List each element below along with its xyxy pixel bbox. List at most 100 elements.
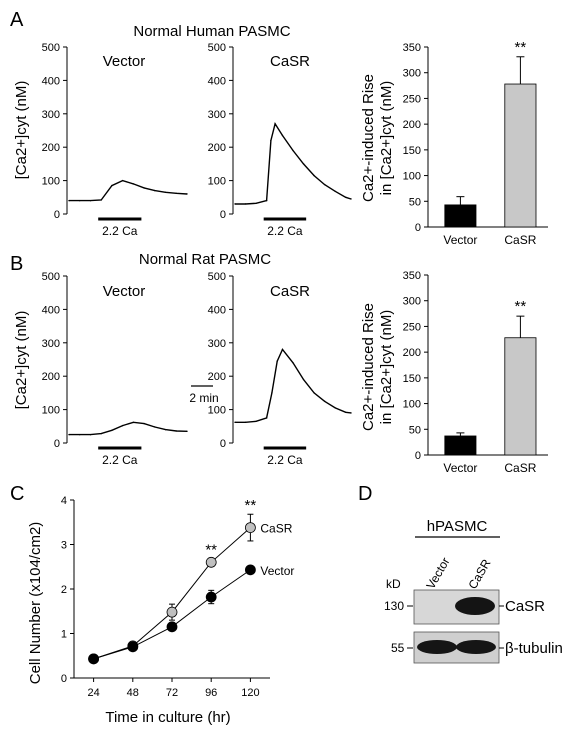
a-casr-trace-point bbox=[302, 163, 305, 165]
b-bar-y-tick-label: 250 bbox=[403, 321, 421, 333]
b-casr-y-tick-label: 300 bbox=[208, 338, 226, 350]
a-vector-y-tick-label: 200 bbox=[42, 142, 60, 154]
a-casr-trace-point bbox=[255, 202, 257, 205]
b-casr-trace-point bbox=[350, 412, 352, 414]
a-casr-trace-point bbox=[244, 203, 247, 205]
b-vector-y-tick-label: 100 bbox=[42, 405, 60, 417]
a-bar-y-tick-label: 100 bbox=[403, 171, 421, 183]
panel-c-growth-chart: 0 1 2 3 4 24 48 72 96 120 CaSR Vector ** ** bbox=[61, 495, 295, 699]
a-vector-trace-point bbox=[132, 183, 135, 185]
a-bar-y-tick-label: 300 bbox=[403, 68, 421, 80]
a-bar-significance: ** bbox=[515, 39, 527, 56]
b-vector-y-tick-label: 0 bbox=[54, 438, 60, 450]
b-vector-trace-point bbox=[121, 424, 124, 427]
a-vector-trace-point bbox=[186, 193, 188, 195]
panel-a-trace-ylabel: [Ca2+]cyt (nM) bbox=[13, 81, 30, 180]
a-casr-trace-point bbox=[281, 134, 284, 137]
c-point-vector bbox=[88, 653, 99, 665]
panel-a-bar-ylabel-2: in [Ca2+]cyt (nM) bbox=[378, 81, 395, 196]
a-casr-y-tick-label: 200 bbox=[208, 142, 226, 154]
panel-b-casr-trace-chart: 0 100 200 300 400 500 2.2 Ca bbox=[208, 271, 352, 467]
b-vector-y-tick-label: 500 bbox=[42, 271, 60, 283]
b-casr-y-tick-label: 500 bbox=[208, 271, 226, 283]
panel-b-bar-ylabel-2: in [Ca2+]cyt (nM) bbox=[378, 310, 395, 425]
b-bar-bar-casr bbox=[504, 337, 537, 456]
b-vector-trace-point bbox=[154, 426, 156, 428]
b-vector-trace-point bbox=[164, 428, 167, 431]
c-y-tick-label: 3 bbox=[61, 540, 67, 552]
b-vector-y-tick-label: 400 bbox=[42, 304, 60, 316]
band-label-tubulin: β-tubulin bbox=[505, 640, 563, 657]
b-vector-y-tick-label: 300 bbox=[42, 338, 60, 350]
a-casr-y-tick-label: 400 bbox=[208, 75, 226, 87]
b-vector-trace-line bbox=[69, 421, 188, 436]
b-bar-y-tick-label: 0 bbox=[415, 450, 421, 462]
panel-letter-a: A bbox=[10, 9, 24, 31]
c-series-label-vector: Vector bbox=[260, 564, 294, 578]
a-bar-bar-vector bbox=[444, 204, 477, 228]
a-vector-trace-point bbox=[175, 192, 177, 194]
band-label-casr: CaSR bbox=[505, 598, 545, 615]
b-vector-trace-point bbox=[100, 432, 102, 435]
panel-a-casr-trace-chart: 0 100 200 300 400 500 2.2 Ca bbox=[208, 42, 352, 238]
a-bar-y-tick-label: 200 bbox=[403, 119, 421, 131]
a-vector-y-tick-label: 100 bbox=[42, 176, 60, 188]
a-vector-trace-point bbox=[89, 199, 92, 202]
panel-a-title: Normal Human PASMC bbox=[133, 23, 290, 40]
panel-c-xlabel: Time in culture (hr) bbox=[105, 709, 230, 726]
a-bar-y-tick-label: 0 bbox=[415, 222, 421, 234]
b-casr-trace-point bbox=[244, 421, 247, 423]
c-y-tick-label: 4 bbox=[61, 495, 67, 507]
b-casr-trace-point bbox=[345, 411, 347, 413]
panel-letter-c: C bbox=[10, 483, 24, 505]
a-bar-y-tick-label: 50 bbox=[409, 196, 421, 208]
c-x-tick-label: 120 bbox=[241, 687, 259, 699]
a-vector-trace-point bbox=[121, 179, 124, 182]
a-vector-trace-point bbox=[79, 199, 81, 202]
a-casr-stim-label: 2.2 Ca bbox=[267, 224, 303, 238]
a-casr-trace-point bbox=[234, 203, 236, 205]
b-vector-y-tick-label: 200 bbox=[42, 371, 60, 383]
blot-band-tubulin-casr bbox=[456, 640, 496, 654]
b-casr-y-tick-label: 400 bbox=[208, 304, 226, 316]
c-x-tick-label: 48 bbox=[127, 687, 139, 699]
panel-b-vector-label: Vector bbox=[103, 283, 146, 300]
b-casr-trace-point bbox=[255, 420, 257, 422]
b-bar-y-tick-label: 350 bbox=[403, 270, 421, 282]
b-casr-trace-point bbox=[334, 407, 336, 409]
a-bar-bar-casr bbox=[504, 83, 537, 228]
c-significance: ** bbox=[205, 542, 217, 559]
a-casr-trace-point bbox=[350, 198, 352, 200]
c-y-tick-label: 0 bbox=[61, 673, 67, 685]
c-significance: ** bbox=[245, 497, 257, 514]
a-casr-trace-point bbox=[292, 149, 294, 152]
a-vector-trace-point bbox=[164, 191, 167, 193]
blot-unit: kD bbox=[386, 577, 401, 591]
a-casr-trace-point bbox=[265, 199, 268, 202]
b-casr-trace-point bbox=[323, 400, 326, 402]
b-vector-trace-point bbox=[68, 433, 70, 436]
b-bar-y-tick-label: 200 bbox=[403, 347, 421, 359]
b-bar-y-tick-label: 150 bbox=[403, 373, 421, 385]
c-point-vector bbox=[166, 621, 178, 633]
panel-letter-b: B bbox=[10, 253, 23, 275]
a-bar-category-label: CaSR bbox=[504, 233, 536, 247]
a-bar-y-tick-label: 150 bbox=[403, 145, 421, 157]
panel-b-trace-ylabel: [Ca2+]cyt (nM) bbox=[13, 311, 30, 410]
panel-b-title: Normal Rat PASMC bbox=[139, 251, 271, 268]
a-vector-y-tick-label: 0 bbox=[54, 209, 60, 221]
b-vector-trace-point bbox=[175, 430, 177, 432]
panel-a-vector-trace-chart: 0 100 200 300 400 500 2.2 Ca bbox=[42, 42, 188, 238]
b-vector-trace-point bbox=[89, 433, 92, 436]
b-casr-y-tick-label: 0 bbox=[220, 438, 226, 450]
c-x-tick-label: 72 bbox=[166, 687, 178, 699]
western-blot: hPASMC Vector CaSR kD 130 55 CaSR β-tubu… bbox=[384, 518, 563, 664]
b-vector-trace-point bbox=[132, 421, 135, 423]
b-casr-y-tick-label: 100 bbox=[208, 405, 226, 417]
panel-a-vector-label: Vector bbox=[103, 53, 146, 70]
a-casr-y-tick-label: 0 bbox=[220, 209, 226, 221]
b-bar-y-tick-label: 100 bbox=[403, 399, 421, 411]
b-vector-trace-point bbox=[79, 433, 81, 436]
b-bar-y-tick-label: 300 bbox=[403, 296, 421, 308]
c-point-vector bbox=[244, 564, 256, 576]
